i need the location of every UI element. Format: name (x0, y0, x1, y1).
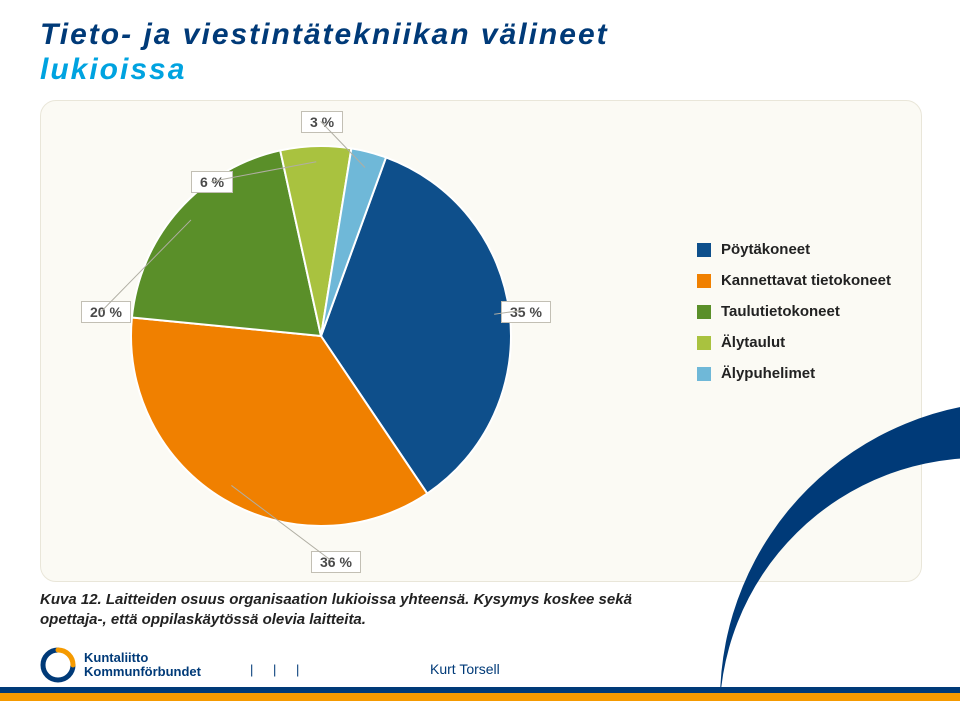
legend-swatch-alytaul (697, 336, 711, 350)
legend-label-taulut: Taulutietokoneet (721, 303, 840, 320)
caption-text-2: opettaja-, että oppilaskäytössä olevia l… (40, 611, 366, 628)
legend-label-alypuh: Älypuhelimet (721, 365, 815, 382)
chart-legend: Pöytäkoneet Kannettavat tietokoneet Taulut… (697, 241, 891, 396)
legend-item-alypuh: Älypuhelimet (697, 365, 891, 382)
legend-item-kannett: Kannettavat tietokoneet (697, 272, 891, 289)
footer-band-accent (0, 693, 960, 701)
footer-band (0, 687, 960, 701)
pie-chart (111, 126, 531, 546)
caption-prefix: Kuva 12. (40, 591, 102, 608)
legend-label-alytaul: Älytaulut (721, 334, 785, 351)
logo-text: Kuntaliitto Kommunförbundet (84, 651, 201, 680)
legend-swatch-poytak (697, 243, 711, 257)
legend-label-kannett: Kannettavat tietokoneet (721, 272, 891, 289)
footer-separators: | | | (250, 662, 307, 677)
page-title: Tieto- ja viestintätekniikan välineet lu… (40, 18, 609, 87)
footer-author: Kurt Torsell (430, 661, 500, 677)
caption-text-1: Laitteiden osuus organisaation lukioissa… (102, 591, 632, 608)
pie-chart-panel: 35 %36 %20 %6 %3 % PöytäkoneetKannettava… (40, 100, 922, 582)
legend-item-poytak: Pöytäkoneet (697, 241, 891, 258)
legend-item-alytaul: Älytaulut (697, 334, 891, 351)
pie-label-kannett: 36 % (311, 551, 361, 573)
legend-item-taulut: Taulutietokoneet (697, 303, 891, 320)
legend-swatch-kannett (697, 274, 711, 288)
title-line-1: Tieto- ja viestintätekniikan välineet (40, 18, 609, 53)
logo-line-1: Kuntaliitto (84, 651, 201, 665)
logo-line-2: Kommunförbundet (84, 665, 201, 679)
legend-swatch-taulut (697, 305, 711, 319)
figure-caption: Kuva 12. Laitteiden osuus organisaation … (40, 590, 740, 631)
pie-label-alytaul: 6 % (191, 171, 233, 193)
page-root: Tieto- ja viestintätekniikan välineet lu… (0, 0, 960, 701)
footer-logo: Kuntaliitto Kommunförbundet (40, 647, 201, 683)
legend-label-poytak: Pöytäkoneet (721, 241, 810, 258)
legend-swatch-alypuh (697, 367, 711, 381)
title-line-2: lukioissa (40, 53, 609, 88)
logo-icon (40, 647, 76, 683)
